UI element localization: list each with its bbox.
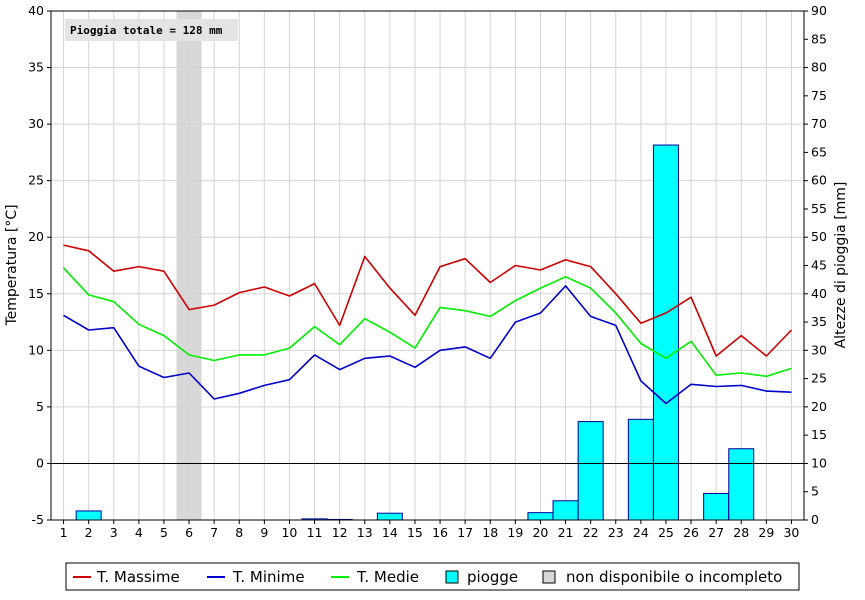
right-tick-label-5: 5 <box>811 484 819 499</box>
x-tick-label-18: 18 <box>482 525 498 540</box>
right-tick-label-70: 70 <box>811 116 827 131</box>
x-tick-label-24: 24 <box>633 525 649 540</box>
right-tick-label-15: 15 <box>811 427 827 442</box>
x-tick-label-3: 3 <box>110 525 118 540</box>
right-tick-label-85: 85 <box>811 31 827 46</box>
x-tick-label-5: 5 <box>160 525 168 540</box>
rain-bar-day-20 <box>527 512 554 521</box>
rain-bar-day-14 <box>376 512 403 521</box>
x-tick-label-21: 21 <box>558 525 574 540</box>
x-tick-label-22: 22 <box>583 525 599 540</box>
rain-bar-day-24 <box>627 418 654 521</box>
right-axis-title: Altezze di pioggia [mm] <box>833 182 849 349</box>
x-tick-label-6: 6 <box>185 525 193 540</box>
rain-bar-day-22 <box>577 421 604 521</box>
annotation-box: Pioggia totale = 128 mm <box>65 19 238 41</box>
legend-label-min: T. Minime <box>232 568 305 586</box>
x-tick-label-26: 26 <box>683 525 699 540</box>
legend-label-rain: piogge <box>467 568 518 586</box>
right-tick-label-40: 40 <box>811 286 827 301</box>
rain-bar-day-28 <box>728 448 755 521</box>
x-tick-label-1: 1 <box>60 525 68 540</box>
legend: T. Massime T. Minime T. Medie piogge non… <box>65 562 800 591</box>
right-tick-label-30: 30 <box>811 342 827 357</box>
x-tick-label-9: 9 <box>260 525 268 540</box>
x-tick-label-12: 12 <box>332 525 348 540</box>
rain-bars-layer <box>75 144 755 521</box>
left-tick-label-20: 20 <box>28 229 44 244</box>
series-line-t-massime <box>63 244 793 357</box>
x-tick-label-4: 4 <box>135 525 143 540</box>
left-axis-title: Temperatura [°C] <box>4 204 20 326</box>
left-tick-label-40: 40 <box>28 3 44 18</box>
right-tick-label-0: 0 <box>811 512 819 527</box>
left-tick-label-35: 35 <box>28 60 44 75</box>
series-line-t-medie <box>62 267 792 378</box>
right-tick-label-50: 50 <box>811 229 827 244</box>
right-tick-label-90: 90 <box>811 3 827 18</box>
x-axis-ticks: 1 2 3 4 5 6 7 8 9 10 11 12 13 14 15 16 17 18 19 20 21 22 23 24 2… <box>60 520 799 540</box>
x-tick-label-2: 2 <box>85 525 93 540</box>
right-tick-label-60: 60 <box>811 173 827 188</box>
x-tick-label-28: 28 <box>733 525 749 540</box>
right-tick-label-25: 25 <box>811 371 827 386</box>
left-tick-label-10: 10 <box>28 342 44 357</box>
x-tick-label-14: 14 <box>382 525 398 540</box>
temperature-lines-layer <box>62 244 793 405</box>
legend-swatch-unavailable <box>542 570 556 584</box>
x-tick-label-7: 7 <box>210 525 218 540</box>
grid-layer <box>51 10 804 521</box>
x-tick-label-11: 11 <box>307 525 323 540</box>
legend-label-max: T. Massime <box>96 568 180 586</box>
x-tick-label-8: 8 <box>235 525 243 540</box>
legend-frame <box>65 562 800 591</box>
right-tick-label-75: 75 <box>811 88 827 103</box>
right-tick-label-65: 65 <box>811 144 827 159</box>
x-tick-label-17: 17 <box>457 525 473 540</box>
left-tick-label-30: 30 <box>28 116 44 131</box>
x-tick-label-23: 23 <box>608 525 624 540</box>
right-tick-label-20: 20 <box>811 399 827 414</box>
annotation-background <box>65 19 238 41</box>
x-tick-label-20: 20 <box>532 525 548 540</box>
x-tick-label-25: 25 <box>658 525 674 540</box>
legend-swatch-rain <box>445 570 459 584</box>
rain-bar-day-2 <box>75 510 102 521</box>
right-tick-label-55: 55 <box>811 201 827 216</box>
x-tick-label-16: 16 <box>432 525 448 540</box>
left-tick-label-15: 15 <box>28 286 44 301</box>
x-tick-label-10: 10 <box>281 525 297 540</box>
left-axis-ticks: -5 0 5 10 15 20 25 30 35 40 <box>28 3 51 527</box>
x-tick-label-13: 13 <box>357 525 373 540</box>
right-tick-label-10: 10 <box>811 455 827 470</box>
left-tick-label-5: 5 <box>36 399 44 414</box>
rain-bar-day-21 <box>552 500 579 521</box>
rain-bar-day-27 <box>703 492 730 521</box>
x-tick-label-19: 19 <box>507 525 523 540</box>
x-tick-label-15: 15 <box>407 525 423 540</box>
legend-label-avg: T. Medie <box>356 568 419 586</box>
total-rain-annotation: Pioggia totale = 128 mm <box>70 24 223 37</box>
left-tick-label-0: 0 <box>36 455 44 470</box>
x-tick-label-27: 27 <box>708 525 724 540</box>
left-tick-label-25: 25 <box>28 173 44 188</box>
right-tick-label-35: 35 <box>811 314 827 329</box>
rain-bar-day-25 <box>652 144 679 521</box>
x-tick-label-29: 29 <box>758 525 774 540</box>
legend-label-unavailable: non disponibile o incompleto <box>566 568 782 586</box>
right-axis-ticks: 0 5 10 15 20 25 30 35 40 45 50 55 60 65 70 75 80 85 90 <box>804 3 827 527</box>
series-line-t-minime <box>63 285 792 405</box>
right-tick-label-45: 45 <box>811 258 827 273</box>
x-tick-label-30: 30 <box>783 525 799 540</box>
right-tick-label-80: 80 <box>811 60 827 75</box>
left-tick-label--5: -5 <box>32 512 44 527</box>
